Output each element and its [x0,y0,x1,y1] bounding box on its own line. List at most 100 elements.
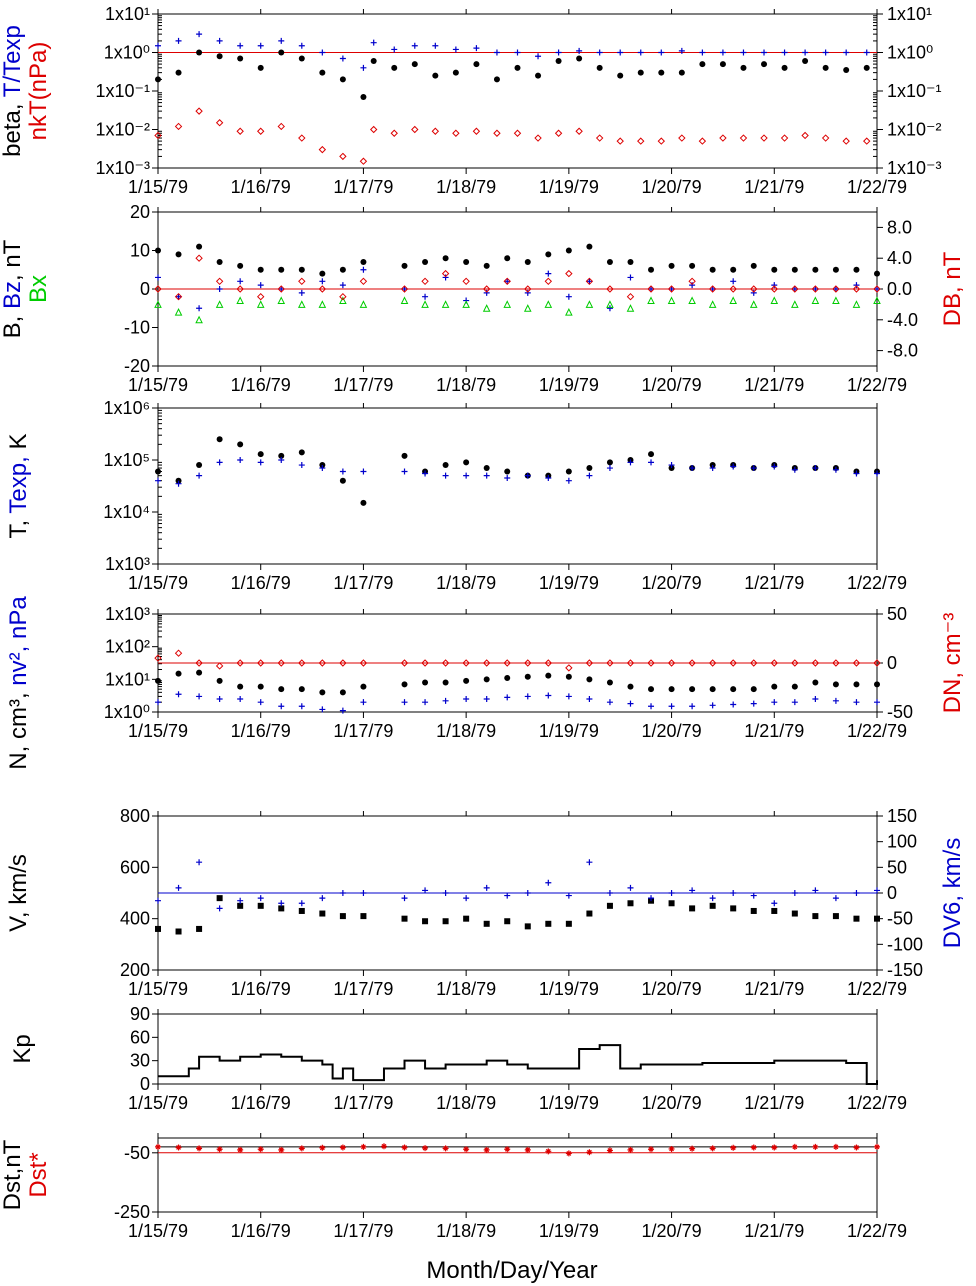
beta-t-texp-point [237,42,244,49]
bfield-xtick-label: 1/15/79 [128,375,188,395]
velocity-v-point [750,907,757,914]
bfield-b-point [648,266,655,273]
density-y2tick-label: -50 [887,702,913,722]
beta-ytick-label: 1x10⁻¹ [95,81,150,101]
velocity-dv6-point [771,900,778,907]
beta-nkt-npa--point [595,134,604,142]
velocity-v-point [504,918,511,925]
density-nv--point [586,696,593,703]
dst-dst--point [812,1143,819,1150]
density-xtick-label: 1/16/79 [231,721,291,741]
bfield-b-point [504,255,511,262]
beta-nkt-npa--point [154,131,162,140]
temp-texp-point [586,472,593,479]
beta-xtick-label: 1/16/79 [231,177,291,197]
bfield-db-point [791,285,799,293]
density-dn-point [791,659,799,667]
density-nv--point [339,707,346,714]
bfield-db-point [236,285,244,293]
velocity-v-point [360,913,367,920]
beta-t-texp-point [802,49,809,56]
bfield-bz-point [524,289,531,296]
velocity-v-point [401,915,408,922]
temp-texp-point [463,472,470,479]
bfield-bz-point [196,305,203,312]
bfield-b-point [483,262,490,269]
beta-t-texp-point [196,31,203,38]
density-n-point [504,674,511,681]
density-ylabel-part-1: nv², nPa [5,596,32,686]
density-nv--point [791,699,798,706]
density-dn-point [667,659,676,667]
dst-dst--point [853,1144,860,1151]
velocity-xtick-label: 1/18/79 [436,979,496,999]
beta-beta-point [740,64,747,71]
beta-t-texp-point [339,55,346,62]
temp-t-point [648,451,655,458]
bfield-bz-point [606,305,613,312]
bfield-db-point [606,285,614,293]
bfield-y2label: DB, nT [939,251,966,326]
bfield-bx-point [482,304,491,312]
bfield-ylabel-line2-text: Bx [25,275,52,303]
density-n-point [257,683,264,690]
velocity-v-point [791,910,798,917]
beta-t-texp-point [514,49,521,56]
beta-beta-point [781,64,788,71]
velocity-ytick-label: 800 [120,806,150,826]
bfield-bz-point [730,278,737,285]
dst-dst--point [298,1145,305,1152]
beta-beta-point [360,93,367,100]
bfield-b-point [565,247,572,254]
beta-t-texp-point [555,49,562,56]
dst-xtick-label: 1/22/79 [847,1221,907,1241]
velocity-dv6-point [216,905,223,912]
beta-nkt-npa--point [339,152,347,161]
bfield-y2label-part-0: DB, nT [939,251,966,326]
bfield-bz-point [545,270,552,277]
temp-texp-point [524,472,531,479]
velocity-xtick-label: 1/20/79 [642,979,702,999]
density-dn-point [154,654,162,662]
beta-nkt-npa--point [472,127,481,135]
temp-t-point [606,459,613,466]
density-nv--point [360,699,367,706]
temp-texp-point [422,470,429,477]
kp-ylabel-part-0: Kp [9,1034,36,1063]
dst-dst--point [648,1146,655,1153]
bfield-db-point [298,277,306,286]
temp-t-point [237,441,244,448]
bfield-bz-point [832,286,839,292]
dst-dst--point [155,1143,161,1150]
density-dn-point [298,659,306,667]
velocity-y2tick-label: 150 [887,806,917,826]
beta-nkt-npa--point [657,137,666,145]
beta-nkt-npa--point [215,119,224,127]
temp-ylabel-part-0: T, [5,514,32,539]
dst-dst--point [380,1143,387,1150]
velocity-v-point [524,923,531,930]
density-nv--point [319,706,326,713]
dst-dst--point [586,1149,593,1156]
beta-t-texp-point [719,49,726,56]
kp-ylabel-text: Kp [9,1034,36,1063]
bfield-bz-point [565,293,572,300]
temp-texp-point [709,465,716,472]
bfield-bx-point [215,300,224,308]
velocity-dv6-point [463,895,470,902]
density-dn-point [318,659,327,667]
dst-dst--point [339,1144,346,1151]
bfield-db-point [503,277,511,286]
bfield-db-point [524,285,532,293]
density-nv--point [648,703,655,710]
velocity-dv6-point [689,887,696,894]
bfield-bx-point [339,296,347,305]
bfield-db-point [647,285,655,293]
beta-nkt-npa--point [493,129,501,137]
dst-dst--point [771,1144,778,1151]
beta-xtick-label: 1/22/79 [847,177,907,197]
beta-t-texp-point [596,49,603,56]
bfield-bx-point [277,296,286,305]
dst-dst--point [750,1144,757,1151]
bfield-b-point [278,266,285,273]
